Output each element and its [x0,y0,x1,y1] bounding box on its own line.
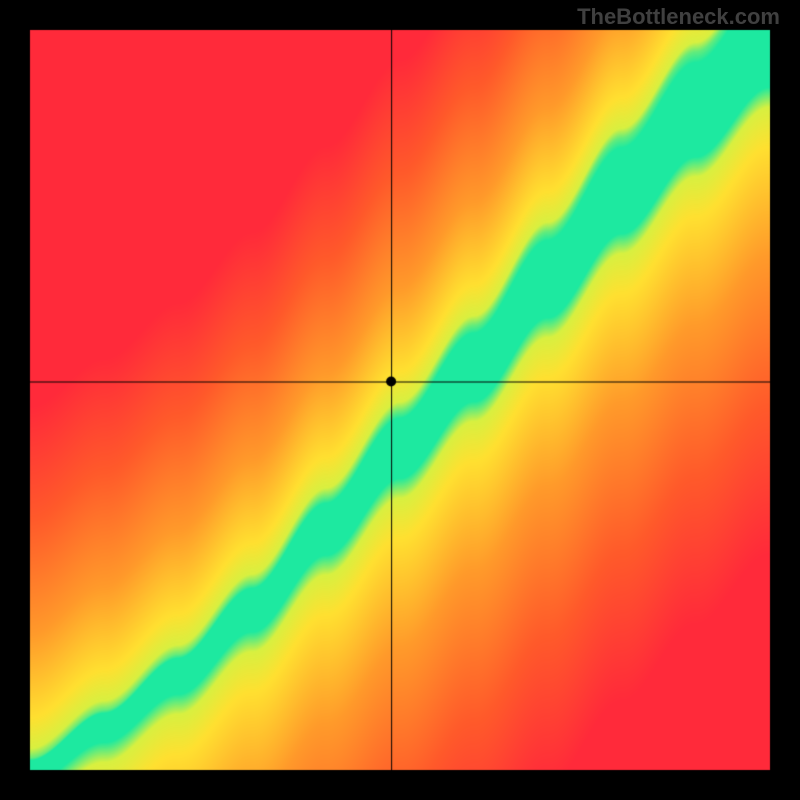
watermark-text: TheBottleneck.com [577,4,780,30]
heatmap-canvas [0,0,800,800]
chart-container: TheBottleneck.com [0,0,800,800]
